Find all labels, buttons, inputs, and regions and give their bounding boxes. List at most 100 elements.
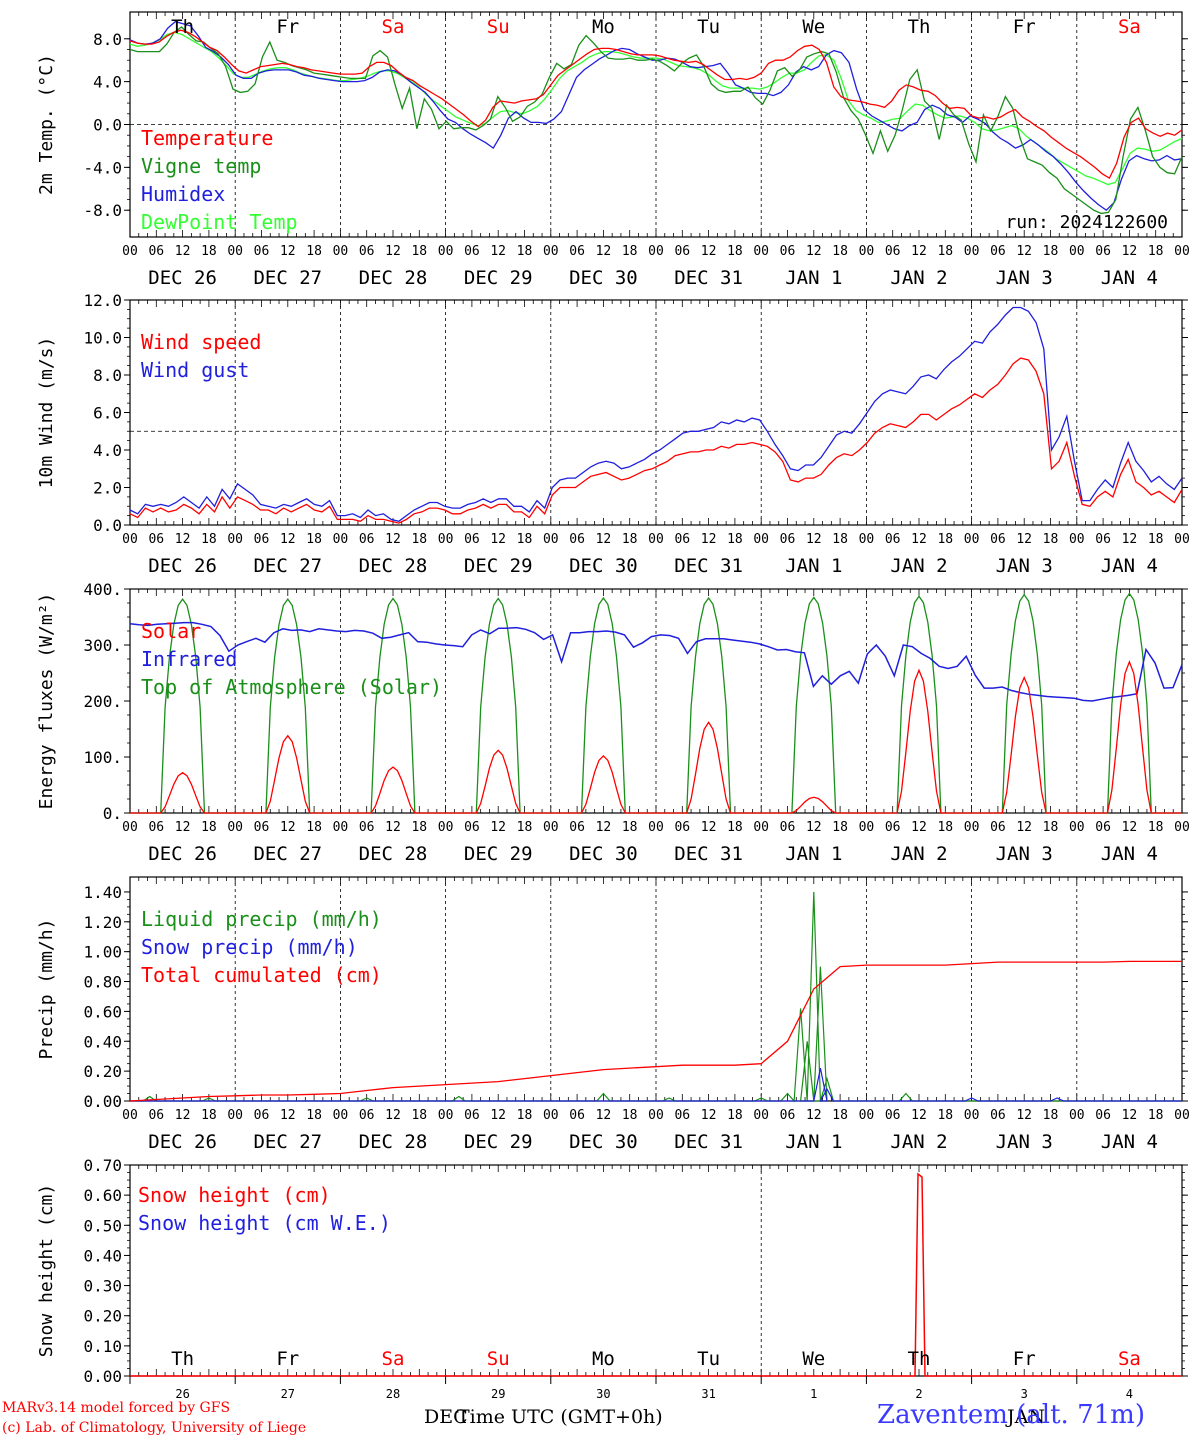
day-number-label: 30 bbox=[596, 1387, 610, 1401]
x-hour-label: 00 bbox=[648, 532, 664, 547]
x-axis-title: Time UTC (GMT+0h) bbox=[457, 1406, 663, 1428]
x-day-label: JAN 1 bbox=[785, 1131, 842, 1153]
x-hour-label: 18 bbox=[411, 244, 427, 259]
x-hour-label: 12 bbox=[806, 532, 822, 547]
x-hour-label: 00 bbox=[1174, 820, 1190, 835]
x-hour-label: 18 bbox=[727, 820, 743, 835]
x-hour-label: 06 bbox=[1095, 820, 1111, 835]
x-day-label: DEC 30 bbox=[569, 267, 638, 289]
y-tick-label: 1.20 bbox=[83, 913, 122, 932]
x-hour-label: 18 bbox=[622, 244, 638, 259]
y-axis-label: Energy fluxes (W/m²) bbox=[36, 593, 57, 810]
x-day-label: JAN 1 bbox=[785, 267, 842, 289]
x-hour-label: 00 bbox=[333, 532, 349, 547]
x-hour-label: 00 bbox=[122, 1108, 138, 1123]
x-day-label: DEC 28 bbox=[359, 267, 428, 289]
x-day-label: DEC 29 bbox=[464, 843, 533, 865]
legend-dewpoint-temp: DewPoint Temp bbox=[141, 210, 298, 234]
x-hour-label: 00 bbox=[438, 1108, 454, 1123]
weekday-label: Sa bbox=[1118, 16, 1141, 38]
x-hour-label: 06 bbox=[359, 1108, 375, 1123]
x-hour-label: 06 bbox=[990, 532, 1006, 547]
x-day-label: DEC 29 bbox=[464, 1131, 533, 1153]
y-tick-label: -4.0 bbox=[83, 158, 122, 177]
legend-infrared: Infrared bbox=[141, 647, 237, 671]
series-snow-precip-line bbox=[130, 1067, 1182, 1102]
x-hour-label: 18 bbox=[1148, 532, 1164, 547]
x-hour-label: 06 bbox=[569, 1108, 585, 1123]
x-hour-label: 12 bbox=[490, 1108, 506, 1123]
x-day-label: JAN 3 bbox=[996, 843, 1053, 865]
weekday-label: Tu bbox=[697, 1348, 720, 1370]
y-tick-label: 8.0 bbox=[93, 366, 122, 385]
x-hour-label: 12 bbox=[806, 820, 822, 835]
legend-temperature: Temperature bbox=[141, 126, 273, 150]
x-day-label: DEC 31 bbox=[674, 1131, 743, 1153]
x-hour-label: 06 bbox=[780, 1108, 796, 1123]
x-hour-label: 18 bbox=[832, 820, 848, 835]
x-hour-label: 12 bbox=[280, 1108, 296, 1123]
y-tick-label: 4.0 bbox=[93, 441, 122, 460]
x-day-label: JAN 1 bbox=[785, 843, 842, 865]
weekday-label: Sa bbox=[382, 16, 405, 38]
x-day-label: DEC 26 bbox=[148, 843, 217, 865]
x-hour-label: 18 bbox=[622, 532, 638, 547]
y-tick-label: 0.30 bbox=[83, 1277, 122, 1296]
legend-total-cumulated-cm-: Total cumulated (cm) bbox=[141, 963, 382, 987]
x-hour-label: 18 bbox=[1148, 1108, 1164, 1123]
x-hour-label: 12 bbox=[1122, 820, 1138, 835]
y-tick-label: 100. bbox=[83, 748, 122, 767]
x-hour-label: 00 bbox=[753, 1108, 769, 1123]
x-hour-label: 00 bbox=[543, 820, 559, 835]
x-hour-label: 06 bbox=[1095, 244, 1111, 259]
x-hour-label: 00 bbox=[122, 820, 138, 835]
day-number-label: 31 bbox=[701, 1387, 715, 1401]
day-number-label: 3 bbox=[1021, 1387, 1028, 1401]
x-hour-label: 06 bbox=[780, 244, 796, 259]
y-tick-label: 6.0 bbox=[93, 404, 122, 423]
y-tick-label: 0.00 bbox=[83, 1092, 122, 1111]
y-tick-label: 0. bbox=[103, 804, 122, 823]
x-hour-label: 18 bbox=[411, 1108, 427, 1123]
y-tick-label: 400. bbox=[83, 580, 122, 599]
series-snow-height-line bbox=[130, 1172, 1182, 1377]
legend-wind-gust: Wind gust bbox=[141, 358, 249, 382]
panel-snow: 0.00 0.10 0.20 0.30 0.40 0.50 0.60 0.70 Snow hei… bbox=[36, 1156, 1188, 1401]
legend-solar: Solar bbox=[141, 619, 201, 643]
x-hour-label: 12 bbox=[280, 244, 296, 259]
panel-temp: -8.0 -4.0 0.0 4.0 8.0 2m Temp. (°C) 00 06 12 18 00… bbox=[36, 11, 1190, 289]
x-hour-label: 12 bbox=[280, 532, 296, 547]
x-hour-label: 12 bbox=[701, 1108, 717, 1123]
x-hour-label: 06 bbox=[674, 532, 690, 547]
x-hour-label: 00 bbox=[122, 532, 138, 547]
legend-snow-height-cm-: Snow height (cm) bbox=[138, 1183, 331, 1207]
day-number-label: 2 bbox=[915, 1387, 922, 1401]
x-hour-label: 18 bbox=[1148, 820, 1164, 835]
x-hour-label: 18 bbox=[517, 244, 533, 259]
x-hour-label: 12 bbox=[701, 532, 717, 547]
legend-humidex: Humidex bbox=[141, 182, 225, 206]
panel-wind: 0.0 2.0 4.0 6.0 8.0 10.0 12.0 10m Wind (m/s) 00 0… bbox=[36, 291, 1190, 577]
day-number-label: 29 bbox=[491, 1387, 505, 1401]
x-hour-label: 18 bbox=[306, 1108, 322, 1123]
x-day-label: DEC 28 bbox=[359, 1131, 428, 1153]
y-tick-label: 1.40 bbox=[83, 883, 122, 902]
x-day-label: DEC 29 bbox=[464, 267, 533, 289]
day-number-label: 26 bbox=[175, 1387, 189, 1401]
y-tick-label: 0.0 bbox=[93, 116, 122, 135]
x-day-label: DEC 26 bbox=[148, 1131, 217, 1153]
panel-flux: 0. 100. 200. 300. 400. Energy fluxes (W/m²) 00… bbox=[36, 580, 1190, 865]
x-hour-label: 18 bbox=[832, 244, 848, 259]
x-hour-label: 18 bbox=[832, 1108, 848, 1123]
day-number-label: 4 bbox=[1126, 1387, 1133, 1401]
legend-snow-height-cm-w-e-: Snow height (cm W.E.) bbox=[138, 1211, 391, 1235]
x-hour-label: 12 bbox=[1016, 820, 1032, 835]
y-tick-label: 0.60 bbox=[83, 1002, 122, 1021]
x-day-label: JAN 2 bbox=[890, 843, 947, 865]
legend-liquid-precip-mm-h-: Liquid precip (mm/h) bbox=[141, 907, 382, 931]
x-hour-label: 12 bbox=[596, 244, 612, 259]
x-hour-label: 00 bbox=[438, 532, 454, 547]
x-hour-label: 18 bbox=[937, 820, 953, 835]
y-tick-label: 200. bbox=[83, 692, 122, 711]
y-tick-label: 0.00 bbox=[83, 1367, 122, 1386]
